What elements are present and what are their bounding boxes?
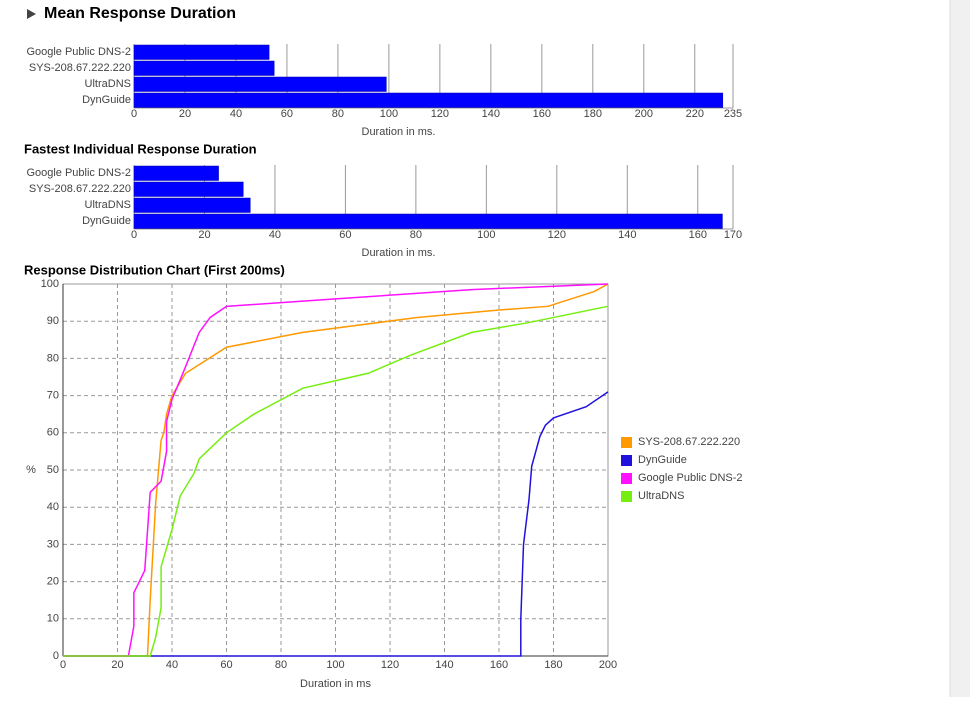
legend-label: SYS-208.67.222.220 [638,436,740,448]
x-tick-label: 120 [548,229,566,241]
y-tick-label: UltraDNS [85,78,131,90]
chart-title: Response Distribution Chart (First 200ms… [24,262,285,277]
x-tick-label: 60 [281,108,293,120]
y-tick-label: Google Public DNS-2 [26,46,131,58]
x-tick-label: 60 [220,659,232,671]
chart-title: Fastest Individual Response Duration [24,141,257,156]
x-axis-label: Duration in ms [300,678,371,690]
x-tick-label: 140 [435,659,453,671]
y-tick-label: 70 [47,390,59,402]
x-tick-label: 140 [618,229,636,241]
x-tick-label: 20 [111,659,123,671]
chart-title: Mean Response Duration [44,5,236,22]
x-tick-label: 0 [60,659,66,671]
x-tick-label: 80 [410,229,422,241]
side-strip [950,0,970,697]
y-tick-label: DynGuide [82,215,131,227]
legend-label: DynGuide [638,454,687,466]
x-tick-label: 120 [381,659,399,671]
y-tick-label: 60 [47,427,59,439]
x-tick-label: 120 [431,108,449,120]
bar [133,60,275,76]
y-tick-label: 20 [47,576,59,588]
x-tick-label: 100 [477,229,495,241]
x-tick-label: 160 [533,108,551,120]
x-tick-label: 20 [198,229,210,241]
y-tick-label: 40 [47,501,59,513]
line-series [63,391,609,657]
x-tick-label: 40 [166,659,178,671]
x-tick-label: 180 [584,108,602,120]
x-tick-label: 200 [599,659,617,671]
bar [133,213,723,229]
bar [133,165,219,181]
collapse-arrow[interactable] [27,9,36,19]
y-tick-label: 100 [41,278,59,290]
legend-label: UltraDNS [638,490,684,502]
line-series [63,305,609,657]
legend-label: Google Public DNS-2 [638,472,743,484]
x-tick-label: 20 [179,108,191,120]
x-tick-label: 80 [332,108,344,120]
y-axis-label: % [26,464,36,476]
legend-swatch [621,437,632,448]
y-tick-label: Google Public DNS-2 [26,167,131,179]
legend-swatch [621,473,632,484]
x-tick-label: 60 [339,229,351,241]
x-tick-label: 100 [380,108,398,120]
x-tick-label: 235 [724,108,742,120]
x-tick-label: 170 [724,229,742,241]
x-axis-label: Duration in ms. [362,126,436,138]
y-tick-label: DynGuide [82,94,131,106]
x-tick-label: 220 [686,108,704,120]
y-tick-label: SYS-208.67.222.220 [29,183,131,195]
legend-swatch [621,455,632,466]
x-tick-label: 0 [131,229,137,241]
x-tick-label: 100 [326,659,344,671]
bar [133,76,387,92]
y-tick-label: UltraDNS [85,199,131,211]
y-tick-label: 30 [47,538,59,550]
legend-swatch [621,491,632,502]
x-axis-label: Duration in ms. [362,247,436,259]
x-tick-label: 0 [131,108,137,120]
y-tick-label: 50 [47,464,59,476]
bar [133,181,244,197]
line-series [63,283,609,657]
x-tick-label: 180 [544,659,562,671]
x-tick-label: 200 [635,108,653,120]
bar [133,44,270,60]
x-tick-label: 40 [230,108,242,120]
y-tick-label: 10 [47,613,59,625]
bar [133,197,251,213]
x-tick-label: 80 [275,659,287,671]
x-tick-label: 40 [269,229,281,241]
y-tick-label: 80 [47,352,59,364]
y-tick-label: 0 [53,650,59,662]
bar [133,92,724,108]
x-tick-label: 140 [482,108,500,120]
x-tick-label: 160 [689,229,707,241]
y-tick-label: 90 [47,315,59,327]
x-tick-label: 160 [490,659,508,671]
y-tick-label: SYS-208.67.222.220 [29,62,131,74]
